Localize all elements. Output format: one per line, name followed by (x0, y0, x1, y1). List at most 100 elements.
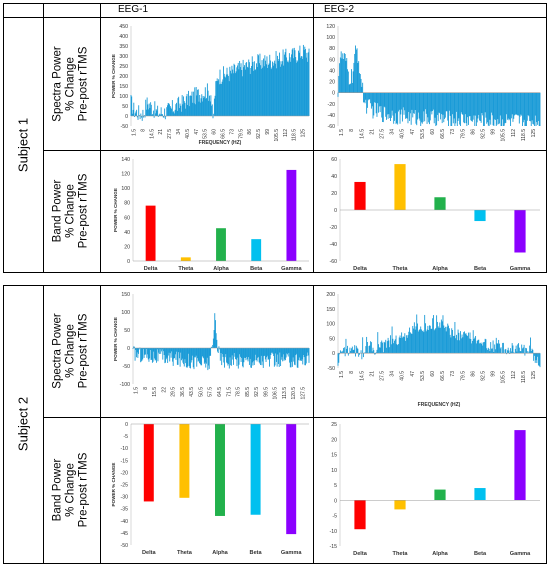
y-tick-label: 60 (331, 157, 337, 163)
x-tick-label: 60 (430, 129, 436, 135)
y-tick-label: 50 (122, 104, 128, 110)
y-tick-label: 100 (119, 94, 128, 100)
row-label-line: Pre-post rTMS (77, 173, 90, 249)
x-tick-label: Alpha (432, 551, 448, 557)
x-tick-label: 22 (161, 387, 167, 393)
x-tick-label: Beta (474, 551, 487, 557)
x-tick-label: 27.5 (167, 129, 173, 139)
x-tick-label: Theta (178, 266, 194, 272)
y-tick-label: 40 (331, 174, 337, 180)
x-tick-label: 85.5 (245, 387, 251, 397)
row-label-line: Band Power (51, 179, 64, 243)
x-tick-label: 112 (283, 129, 289, 137)
x-tick-label: 15.5 (152, 387, 158, 397)
row-label-line: % Change (64, 324, 77, 378)
y-tick-label: -15 (121, 458, 129, 464)
y-axis-label: POWER % CHANGE (113, 317, 118, 361)
y-tick-label: 15 (331, 453, 337, 459)
y-tick-label: 40 (124, 230, 130, 236)
y-tick-label: 60 (329, 57, 335, 63)
y-tick-label: -40 (121, 519, 129, 525)
bar-theta (394, 500, 406, 510)
bar-beta (250, 424, 261, 515)
y-tick-label: 350 (119, 44, 128, 50)
x-tick-label: Alpha (213, 266, 229, 272)
x-tick-label: 64.5 (217, 387, 223, 397)
x-tick-label: 99 (265, 129, 271, 135)
x-tick-label: 99.5 (263, 387, 269, 397)
x-tick-label: 60 (212, 129, 218, 135)
bar-alpha (216, 228, 226, 261)
row-label-s2-spectra: Spectra Power % Change Pre-post rTMS (52, 313, 91, 388)
x-tick-label: 105.5 (274, 129, 280, 142)
x-tick-label: 40.5 (400, 129, 406, 139)
x-tick-label: 125 (531, 371, 537, 380)
x-tick-label: 99 (491, 371, 497, 377)
row-label-line: Pre-post rTMS (77, 46, 90, 122)
header-eeg2: EEG-2 (324, 4, 355, 15)
y-tick-label: 400 (119, 34, 128, 40)
y-tick-label: -25 (121, 483, 129, 489)
x-tick-label: 36.5 (180, 387, 186, 397)
y-tick-label: -10 (330, 529, 338, 535)
bar-delta (354, 181, 366, 210)
row-label-s1-spectra: Spectra Power % Change Pre-post rTMS (52, 46, 91, 121)
x-tick-label: Alpha (212, 550, 228, 556)
x-tick-label: 86 (470, 371, 476, 377)
x-tick-label: Delta (353, 551, 368, 557)
bar-theta (179, 424, 190, 498)
bar-delta (354, 500, 366, 530)
bar-delta (143, 424, 154, 502)
x-tick-label: 112 (511, 129, 517, 137)
y-tick-label: 250 (119, 64, 128, 70)
bar-beta (251, 239, 262, 261)
x-tick-label: 73 (450, 371, 456, 377)
x-tick-label: 34 (390, 371, 396, 377)
x-tick-label: 21 (369, 129, 375, 135)
x-tick-label: Beta (474, 266, 487, 272)
y-tick-label: -60 (328, 124, 336, 130)
y-tick-label: 120 (326, 24, 335, 30)
y-tick-label: -30 (121, 495, 129, 501)
y-tick-label: 80 (124, 201, 130, 207)
x-tick-label: 92.5 (256, 129, 262, 139)
x-tick-label: 79.5 (238, 129, 244, 139)
y-tick-label: 25 (331, 422, 337, 428)
y-tick-label: 0 (127, 259, 130, 265)
bar-gamma (286, 169, 297, 261)
x-tick-label: Delta (144, 266, 159, 272)
y-tick-label: -35 (121, 507, 129, 513)
bar-alpha (434, 197, 446, 210)
y-tick-label: 5 (334, 483, 337, 489)
x-tick-label: Beta (250, 550, 263, 556)
y-tick-label: 20 (331, 437, 337, 443)
x-tick-label: 57.5 (208, 387, 214, 397)
y-tick-label: -50 (328, 366, 336, 372)
y-tick-label: 50 (329, 336, 335, 342)
y-tick-label: 20 (331, 191, 337, 197)
x-tick-label: 66.5 (440, 371, 446, 381)
bar-alpha (215, 424, 225, 516)
y-tick-label: 150 (121, 292, 130, 298)
y-tick-label: -40 (328, 113, 336, 119)
y-axis-label: POWER % CHANGE (111, 463, 116, 507)
x-tick-label: 120.5 (291, 387, 297, 400)
x-tick-label: 21 (369, 371, 375, 377)
header-eeg1: EEG-1 (118, 4, 149, 15)
x-tick-label: 106.5 (273, 387, 279, 400)
x-tick-label: 92.5 (480, 371, 486, 381)
x-tick-label: Gamma (510, 266, 531, 272)
y-tick-label: 100 (121, 310, 130, 316)
y-tick-label: -5 (332, 514, 337, 520)
x-tick-label: 92.5 (254, 387, 260, 397)
x-tick-label: 8 (349, 129, 355, 132)
x-tick-label: 73 (229, 129, 235, 135)
y-tick-label: 20 (124, 244, 130, 250)
y-tick-label: 80 (329, 46, 335, 52)
x-tick-label: Gamma (510, 551, 531, 557)
bar-gamma (286, 424, 297, 535)
y-tick-label: 450 (119, 24, 128, 30)
bar-theta (180, 257, 191, 261)
x-tick-label: Beta (250, 266, 263, 272)
